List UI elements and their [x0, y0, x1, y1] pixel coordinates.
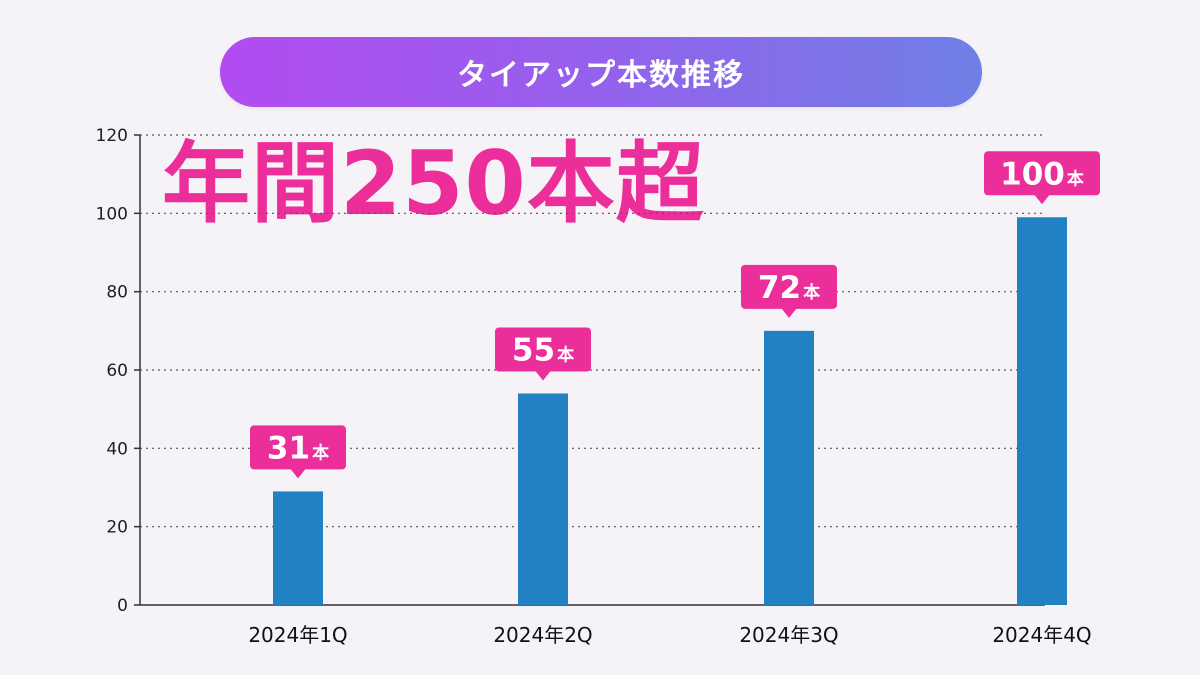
- bar: [518, 393, 568, 605]
- y-tick-label: 120: [96, 126, 128, 146]
- y-tick-label: 80: [106, 283, 128, 303]
- data-label-value: 31: [267, 430, 310, 466]
- data-label-unit: 本: [1067, 168, 1084, 189]
- headline-text: 年間250本超: [162, 132, 705, 235]
- data-label-value: 72: [758, 270, 801, 306]
- data-label-text: 31 本: [267, 430, 329, 466]
- y-tick-labels: 0 20 40 60 80 100 120: [96, 126, 128, 616]
- data-label-pointer: [290, 468, 306, 479]
- data-label-box: [984, 151, 1100, 196]
- data-label-value: 55: [512, 333, 555, 369]
- data-label-unit: 本: [312, 442, 329, 463]
- data-label: 31 本: [250, 425, 346, 479]
- data-label-box: [495, 327, 591, 372]
- chart-title-banner: タイアップ本数推移: [220, 37, 982, 107]
- y-tick-label: 20: [106, 518, 128, 538]
- y-tick-label: 0: [117, 596, 128, 616]
- x-category-labels: 2024年1Q 2024年2Q 2024年3Q 2024年4Q: [248, 623, 1091, 647]
- x-category-label: 2024年1Q: [248, 623, 347, 647]
- bar: [273, 491, 323, 605]
- data-label: 100 本: [984, 151, 1100, 205]
- data-label-text: 100 本: [1000, 156, 1084, 192]
- bar: [1017, 217, 1067, 605]
- data-label-unit: 本: [803, 282, 820, 303]
- data-label: 55 本: [495, 327, 591, 381]
- chart-title: タイアップ本数推移: [457, 58, 745, 93]
- data-label-box: [741, 264, 837, 309]
- data-label-text: 72 本: [758, 270, 820, 306]
- y-tick-label: 40: [106, 439, 128, 459]
- data-label-box: [250, 425, 346, 470]
- x-category-label: 2024年3Q: [739, 623, 838, 647]
- data-label-pointer: [781, 307, 797, 318]
- x-category-label: 2024年4Q: [992, 623, 1091, 647]
- data-label: 72 本: [741, 264, 837, 318]
- data-label-text: 55 本: [512, 333, 574, 369]
- y-tick-label: 60: [106, 361, 128, 381]
- data-label-value: 100: [1000, 156, 1065, 192]
- data-label-pointer: [535, 370, 551, 381]
- x-category-label: 2024年2Q: [493, 623, 592, 647]
- y-tick-label: 100: [96, 204, 128, 224]
- bar: [764, 330, 814, 605]
- bars: [273, 217, 1067, 605]
- data-label-unit: 本: [557, 345, 574, 366]
- data-label-pointer: [1034, 194, 1050, 205]
